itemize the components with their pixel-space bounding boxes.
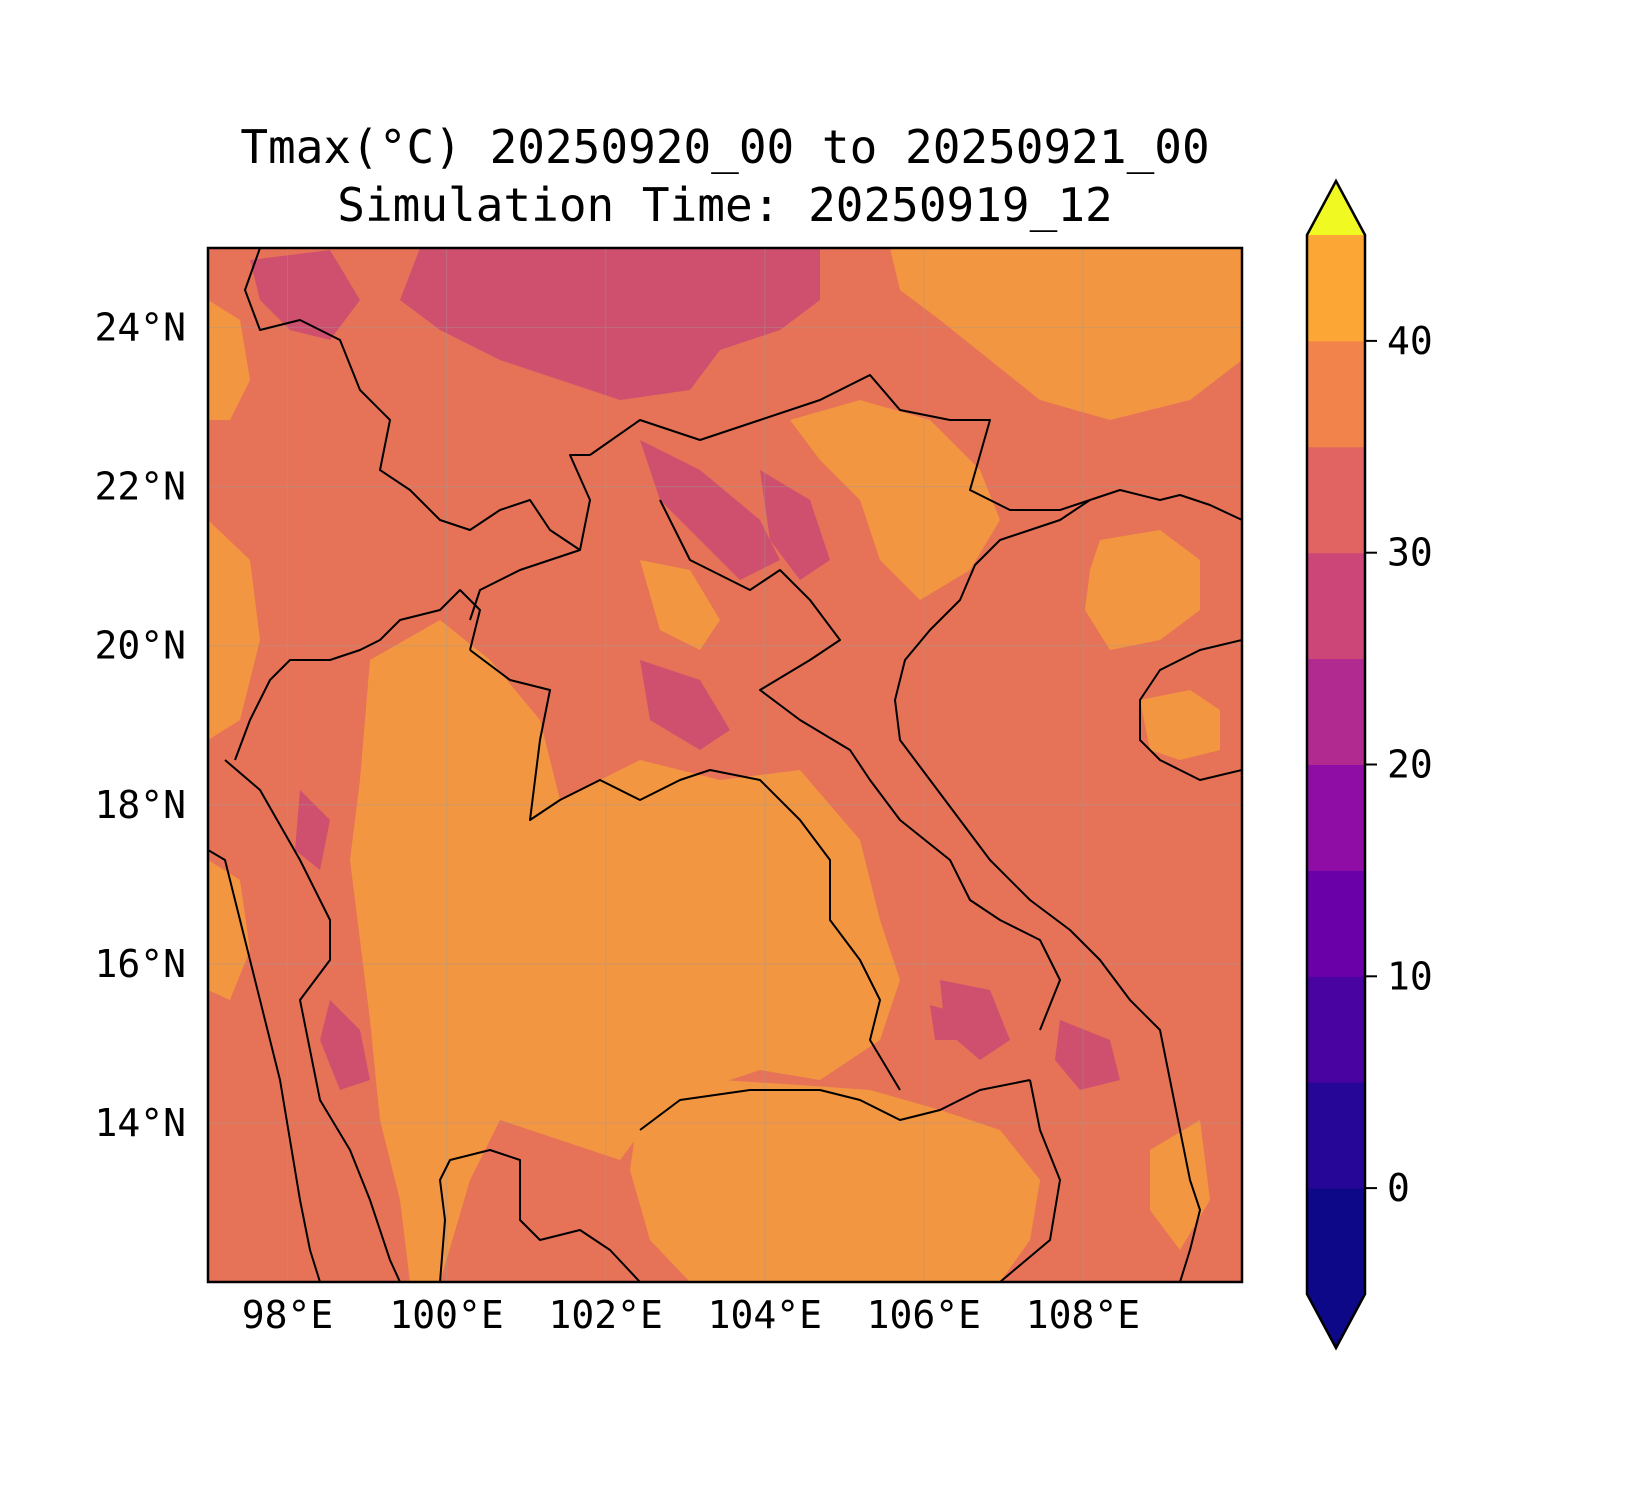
cool-patch-laos-north [640, 440, 780, 580]
colorbar-over-arrow [1307, 181, 1365, 235]
temperature-field [208, 248, 1242, 1282]
lat-tick-label: 14°N [94, 1101, 186, 1145]
lon-tick-label: 98°E [242, 1293, 334, 1337]
border-myanmar-thailand [224, 759, 401, 1282]
hot-patch-hainan [1140, 690, 1220, 760]
lon-tick-label: 108°E [1026, 1293, 1140, 1337]
lat-tick-label: 22°N [94, 465, 186, 509]
simulation-time-subtitle: Simulation Time: 20250919_12 [337, 178, 1113, 232]
colorbar-band [1307, 658, 1365, 765]
boundaries [208, 248, 1242, 1282]
lon-tick-label: 102°E [548, 1293, 662, 1337]
colorbar-band [1307, 764, 1365, 871]
colorbar-band [1307, 235, 1365, 342]
cool-patch-yunnan [400, 248, 820, 400]
hot-patch-laos-mekong [640, 560, 720, 650]
map-title: Tmax(°C) 20250920_00 to 20250921_00 [240, 120, 1210, 174]
colorbar-band [1307, 870, 1365, 977]
colorbar-band [1307, 340, 1365, 448]
lat-tick-label: 20°N [94, 624, 186, 668]
hot-patch-coastal-south-vietnam [1150, 1120, 1210, 1250]
cool-patch-myanmar-2 [320, 1000, 370, 1090]
colorbar-outline [1305, 178, 1367, 1351]
border-china-vietnam [589, 374, 1091, 511]
colorbar-tick-label: 30 [1387, 531, 1433, 575]
coastline-vietnam-east [894, 489, 1242, 1282]
latitude-axis: 14°N 16°N 18°N 20°N 22°N 24°N [94, 306, 186, 1145]
cool-regions [250, 248, 1120, 1090]
cool-patch-laos-central [640, 660, 730, 750]
cool-patch-kontum [1055, 1020, 1120, 1090]
border-cambodia-vietnam [999, 1079, 1061, 1282]
lat-tick-label: 24°N [94, 306, 186, 350]
colorbar-band [1307, 1082, 1365, 1189]
colorbar-under-arrow [1307, 1294, 1365, 1348]
gridlines [208, 248, 1242, 1282]
border-myanmar-china [244, 248, 591, 551]
lat-tick-label: 18°N [94, 783, 186, 827]
cool-patch-myanmar-1 [295, 790, 330, 870]
lat-tick-label: 16°N [94, 942, 186, 986]
border-laos-vietnam [659, 499, 1061, 1031]
lon-tick-label: 104°E [708, 1293, 822, 1337]
hot-patch-myanmar-west [208, 300, 250, 420]
colorbar-bands [1307, 235, 1365, 1295]
lon-tick-label: 100°E [389, 1293, 503, 1337]
colorbar-band [1307, 552, 1365, 660]
hot-patch-yunnan-east [890, 248, 1242, 420]
hot-regions [208, 248, 1242, 1282]
colorbar-band [1307, 976, 1365, 1083]
hot-patch-myanmar-coast [208, 860, 250, 1000]
lon-tick-label: 106°E [867, 1293, 981, 1337]
border-laos-thailand-mekong [469, 649, 901, 1091]
hot-patch-myanmar-valley [208, 520, 260, 740]
cool-patch-annamite-1 [760, 470, 830, 580]
hot-patch-cambodia [630, 1080, 1040, 1282]
map-frame [206, 246, 1244, 1284]
colorbar-tick-label: 0 [1387, 1166, 1410, 1210]
cool-patch-bolaven [930, 1005, 968, 1040]
longitude-axis: 98°E 100°E 102°E 104°E 106°E 108°E [242, 1293, 1140, 1337]
colorbar-ticks: 0 10 20 30 40 [1365, 319, 1433, 1210]
coastline-myanmar-west [208, 849, 321, 1282]
colorbar-band [1307, 1188, 1365, 1295]
colorbar-tick-label: 10 [1387, 954, 1433, 998]
colorbar-tick-label: 20 [1387, 743, 1433, 787]
border-laos-china [469, 549, 581, 621]
colorbar-tick-label: 40 [1387, 319, 1433, 363]
border-thailand-cambodia [639, 1079, 1031, 1131]
coastline-gulf-of-thailand [439, 1149, 641, 1282]
hot-patch-gulf-of-tonkin [1085, 530, 1200, 650]
colorbar-band [1307, 446, 1365, 554]
hot-patch-red-river-delta [790, 400, 1000, 600]
hot-patch-central-thailand [350, 620, 900, 1282]
coastline-hainan [1139, 639, 1242, 781]
colorbar: 0 10 20 30 40 [1305, 178, 1433, 1351]
border-myanmar-laos-china [234, 589, 481, 761]
cool-patch-northwest [250, 250, 360, 340]
